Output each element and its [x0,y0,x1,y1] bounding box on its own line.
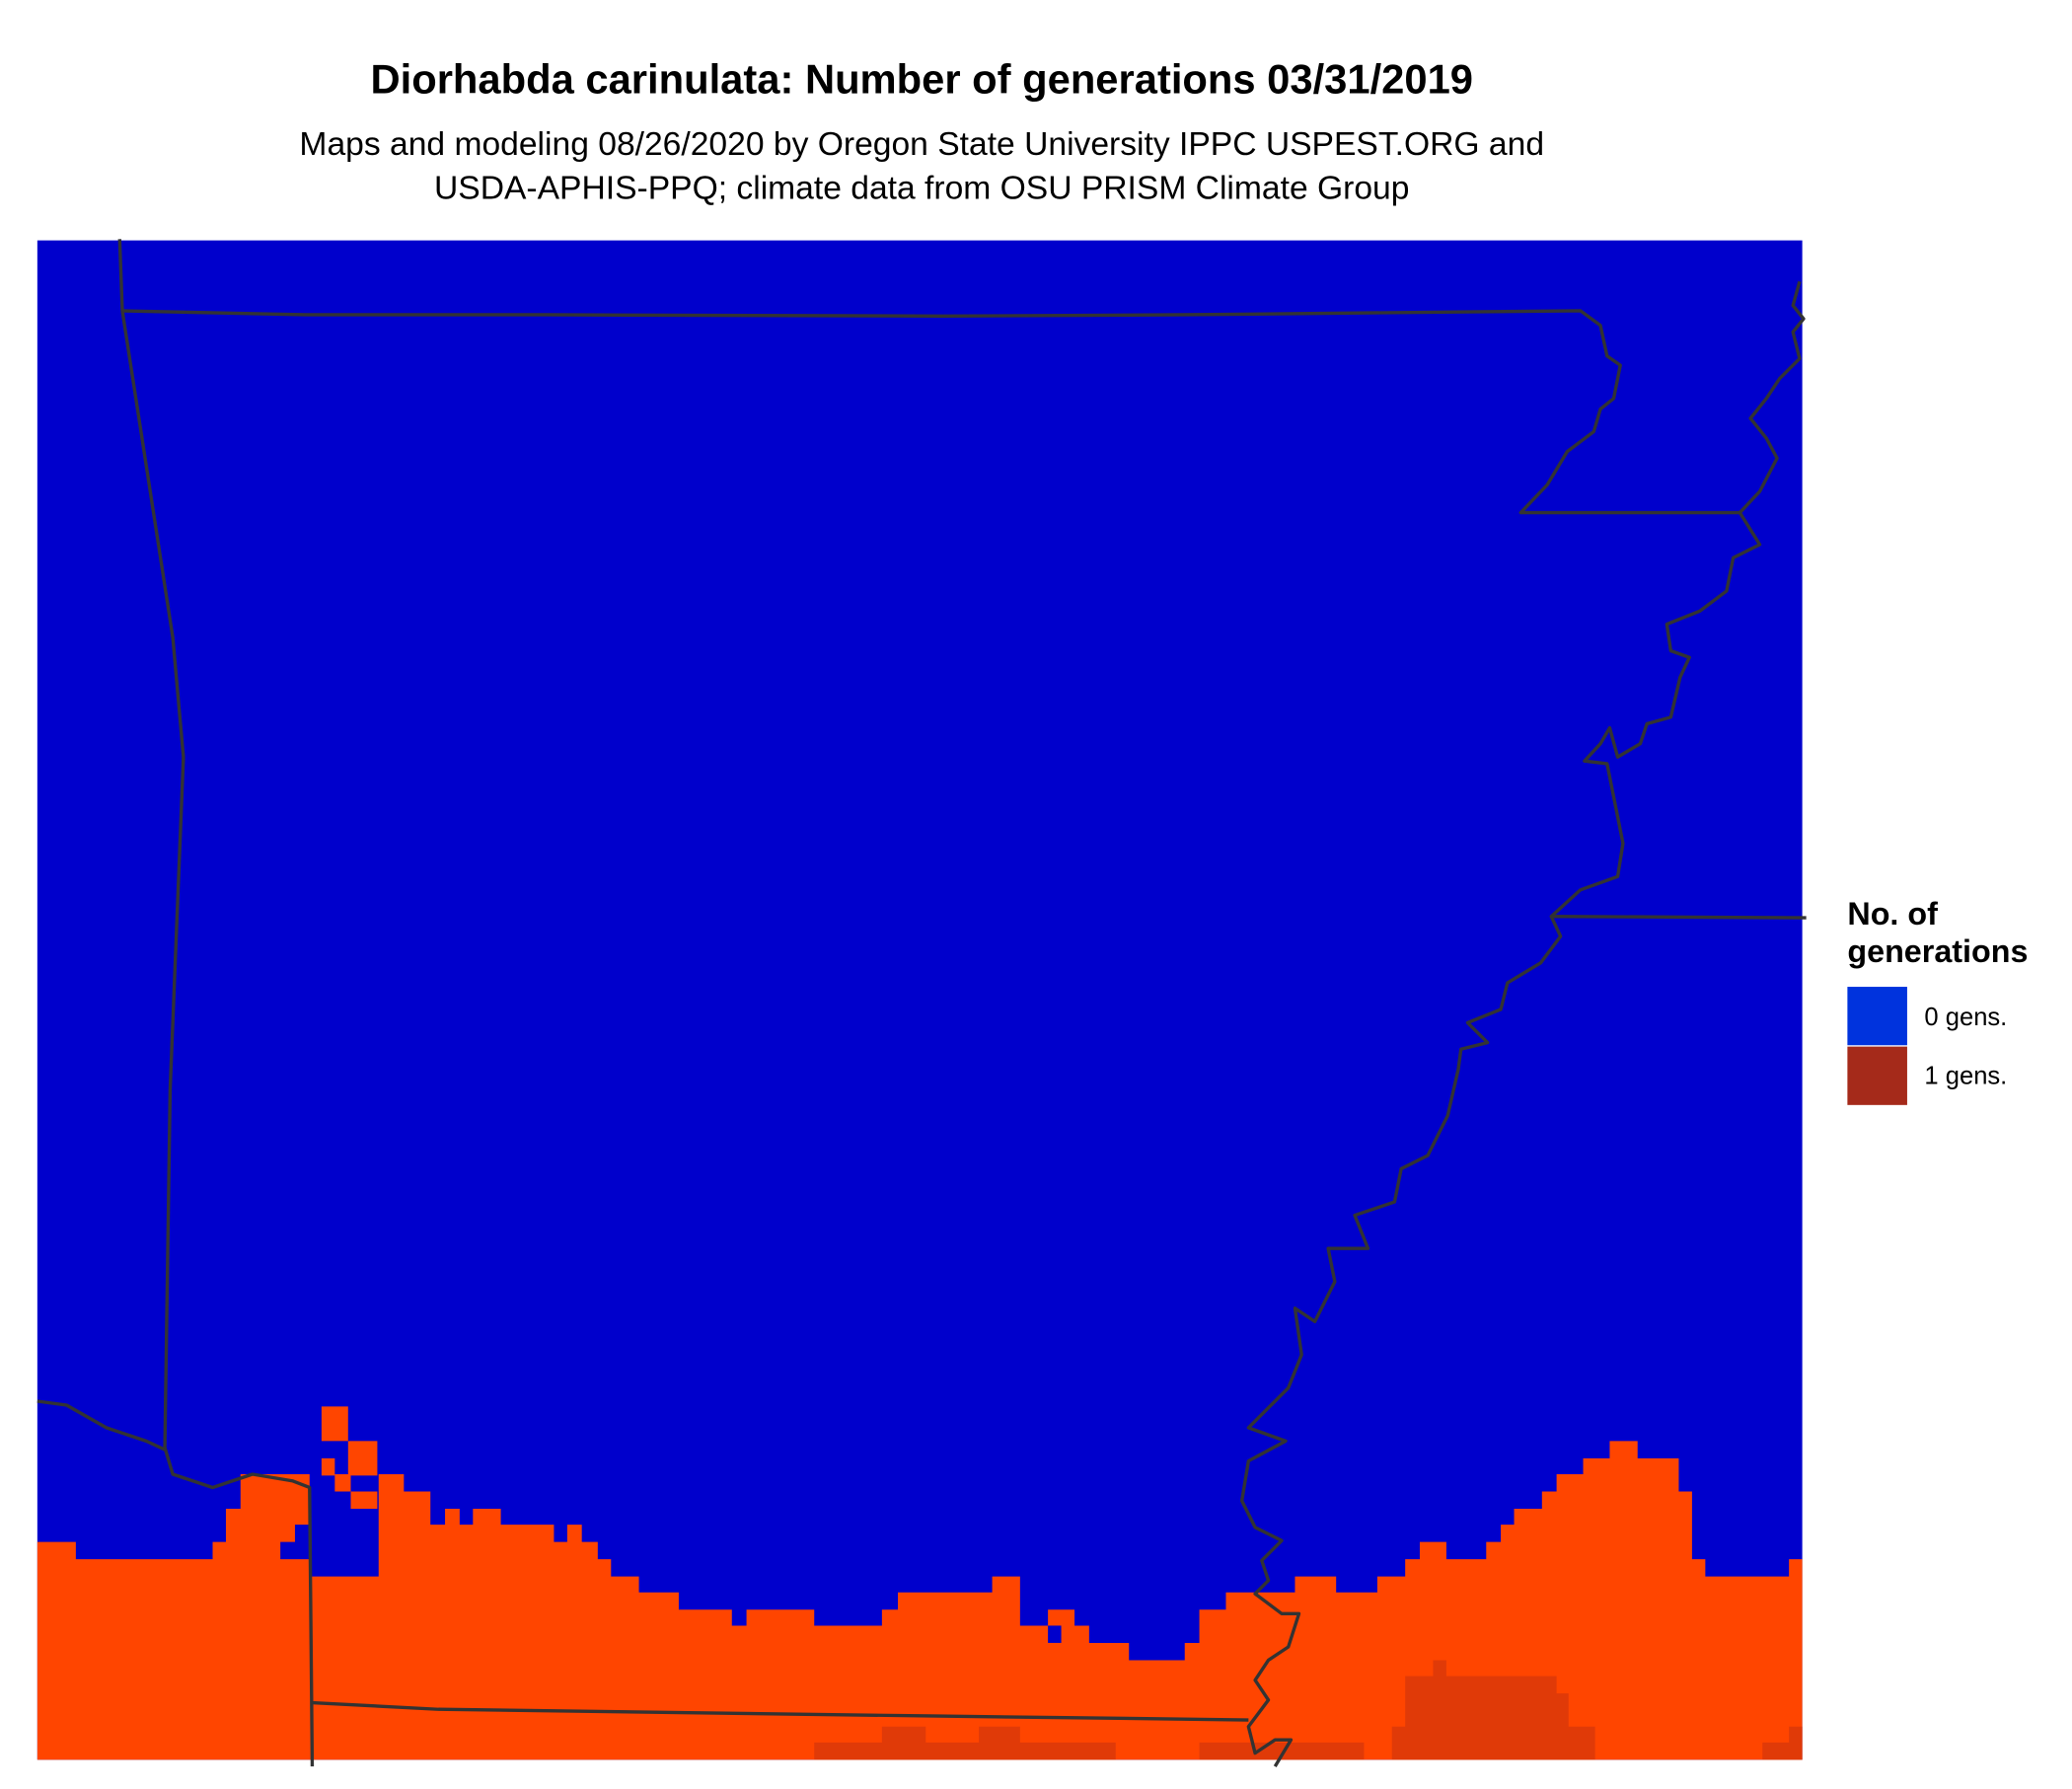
state-boundaries [37,239,1807,1767]
zero-gens-area [37,240,1803,1760]
zero-gens-patch [1048,1625,1062,1643]
map [37,239,1807,1767]
map-title: Diorhabda carinulata: Number of generati… [371,55,1473,102]
legend-label: 1 gens. [1924,1062,2007,1089]
legend: No. of generations 0 gens. 1 gens. [1847,896,2028,1105]
legend-title: generations [1847,933,2028,969]
one-gens-patches [321,1406,378,1510]
subtitle: USDA-APHIS-PPQ; climate data from OSU PR… [434,170,1409,206]
darker-patches [814,1660,1803,1760]
subtitle: Maps and modeling 08/26/2020 by Oregon S… [299,126,1544,163]
legend-label: 0 gens. [1924,1004,2007,1031]
legend-swatch [1847,987,1907,1046]
one-gens-area [37,1441,1803,1760]
legend-swatch [1847,1046,1907,1105]
legend-title: No. of [1847,896,1938,932]
